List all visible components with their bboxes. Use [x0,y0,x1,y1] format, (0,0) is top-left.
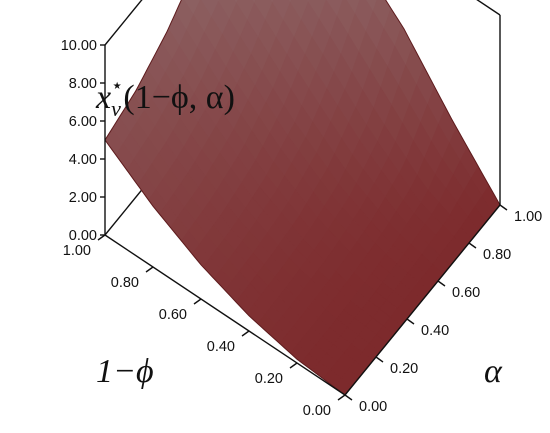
x-tick-label: 1.00 [63,243,91,259]
y-tick-label: 0.20 [390,361,418,377]
x-tick-mark [97,234,106,241]
z-tick-label: 0.00 [69,228,97,244]
y-tick-mark [468,242,477,249]
y-tick-mark [499,204,508,211]
y-tick-mark [375,356,384,363]
x-tick-label: 0.00 [303,403,331,419]
surface-patch [233,0,239,4]
z-tick-label: 4.00 [69,152,97,168]
z-tick-label: 2.00 [69,190,97,206]
surface-patch [365,0,378,12]
x-tick-label: 0.80 [111,275,139,291]
y-tick-label: 0.40 [421,323,449,339]
surface-plot [104,0,501,396]
axes-edge-back-top-left [104,0,143,46]
x-tick-mark [145,266,154,273]
y-tick-label: 0.00 [359,399,387,415]
z-tick-label: 8.00 [69,76,97,92]
x-tick-mark [337,394,346,401]
z-axis-title-args: (1−ϕ, α) [123,79,235,116]
axes-box-front [104,15,501,396]
x-tick-mark [193,298,202,305]
z-axis-title-sup: ⋆ [111,75,124,97]
surface-edge-alpha-one [385,0,501,206]
x-tick-mark [289,362,298,369]
x-axis-title: 1−ϕ [96,353,154,390]
y-tick-mark [406,318,415,325]
y-tick-label: 0.60 [452,285,480,301]
z-axis-title-sub: v [111,96,121,121]
surface-edge-alpha-zero [104,139,346,396]
y-axis-title: α [484,353,503,390]
y-tick-label: 1.00 [514,209,542,225]
z-tick-label: 6.00 [69,114,97,130]
y-tick-mark [437,280,446,287]
y-tick-label: 0.80 [483,247,511,263]
z-tick-label: 10.00 [61,38,97,54]
axes-edge-floor-front-left [104,234,346,396]
z-axis-title-base: x [95,79,111,116]
axes-edge-floor-front-right [344,204,501,396]
z-axis-title: xv⋆(1−ϕ, α) [95,75,235,121]
x-tick-mark [241,330,250,337]
tick-labels: 0.00 2.00 4.00 6.00 8.00 10.00 1.00 0.80 0.60 0.4… [61,38,543,419]
surface-edge-phi-one [104,0,182,141]
x-tick-label: 0.20 [255,371,283,387]
y-tick-mark [344,394,353,401]
x-tick-label: 0.60 [159,307,187,323]
x-tick-label: 0.40 [207,339,235,355]
